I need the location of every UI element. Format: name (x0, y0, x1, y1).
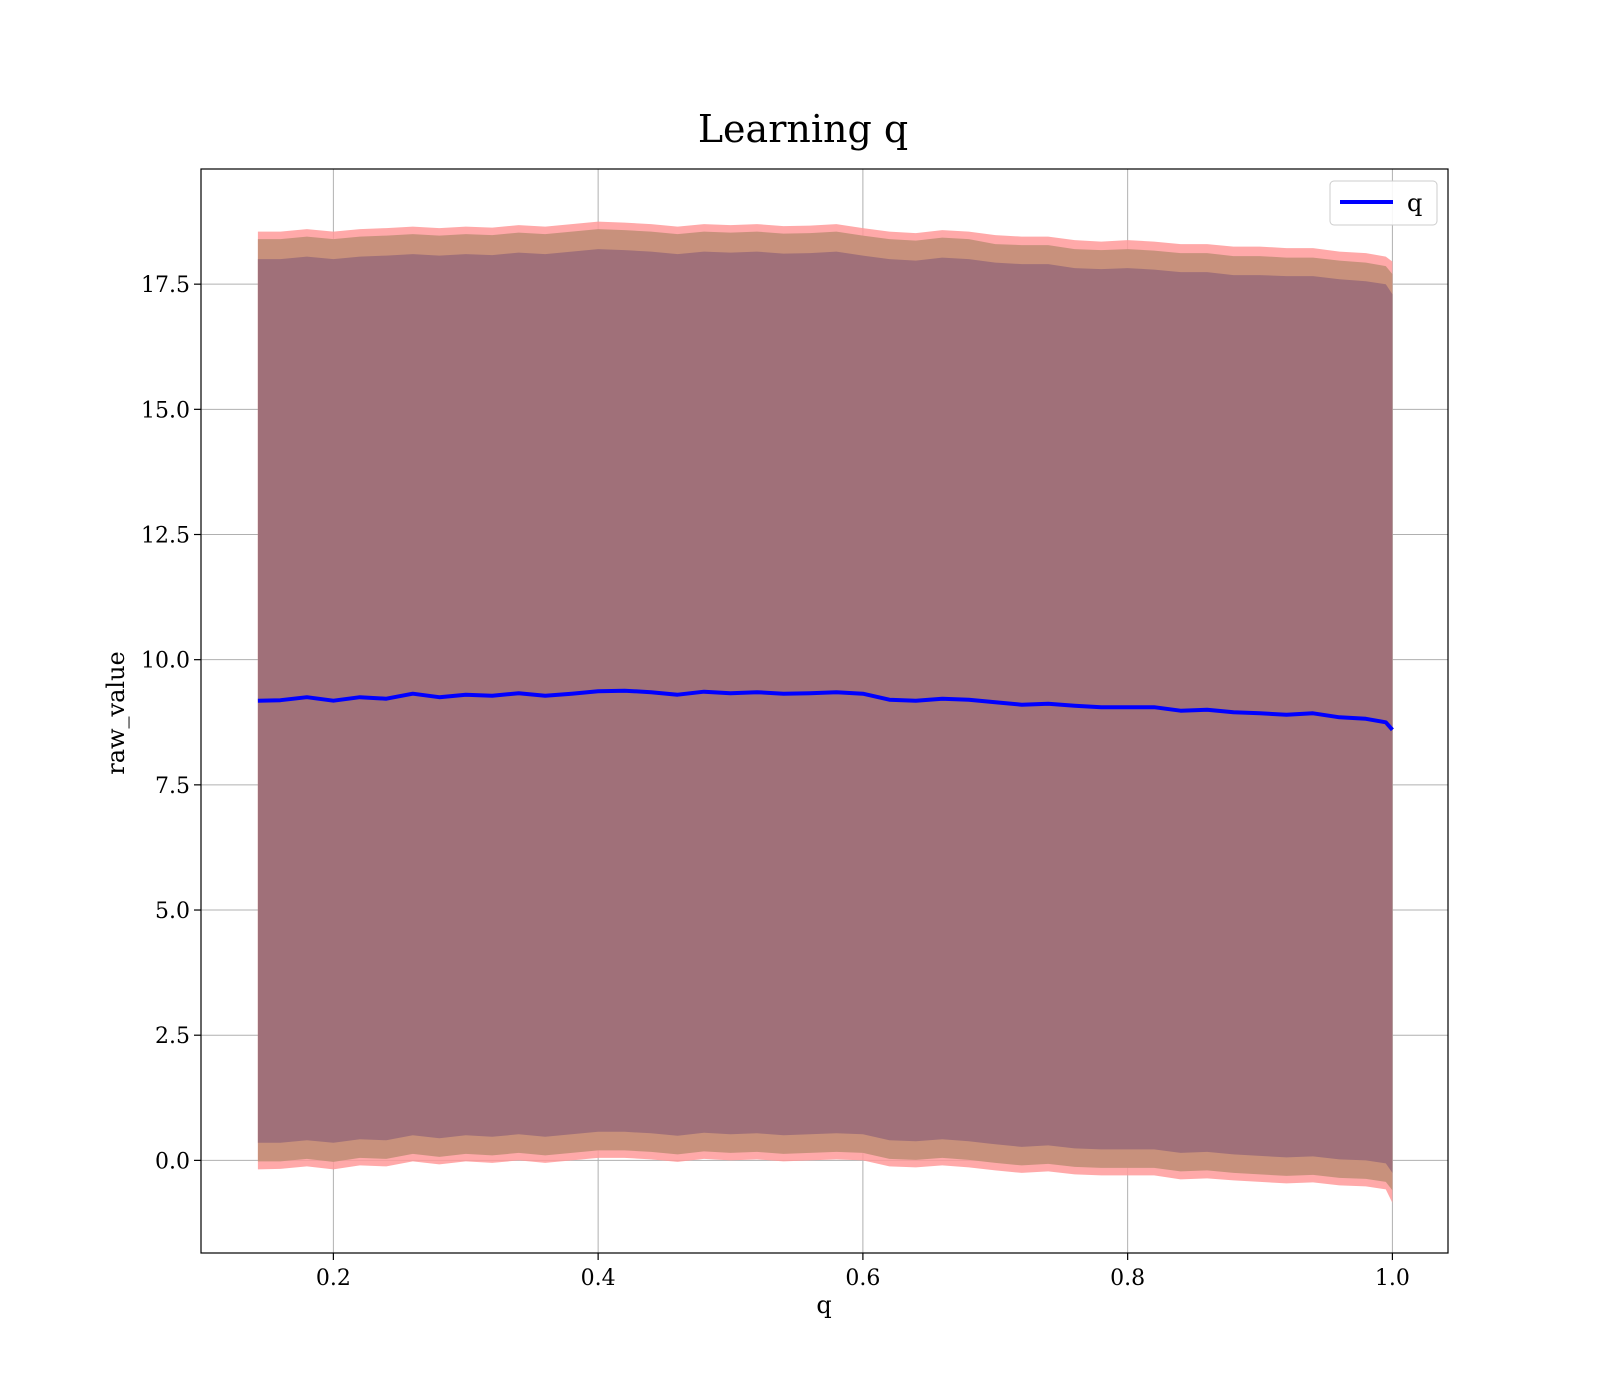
axes-frame (200, 168, 1449, 1254)
y-tick-label-2: 5.0 (155, 899, 190, 924)
plot-area: 0.2 0.4 0.6 0.8 1.0 0.0 2.5 5.0 7.5 10.0 12.5 15.0 1… (141, 168, 1449, 1291)
x-tick-label-1: 0.4 (581, 1266, 616, 1291)
y-tick-label-3: 7.5 (155, 774, 190, 799)
chart-title: Learning q (698, 107, 908, 151)
series-line-q (257, 688, 1394, 732)
y-tick-label-6: 15.0 (141, 398, 190, 423)
y-tick-label-4: 10.0 (141, 649, 190, 674)
x-axis-label: q (816, 1291, 831, 1319)
y-tick-label-1: 2.5 (155, 1024, 190, 1049)
x-tick-label-4: 1.0 (1375, 1266, 1410, 1291)
y-tick-label-0: 0.0 (155, 1149, 190, 1174)
x-tick-label-3: 0.8 (1110, 1266, 1145, 1291)
band-inner (257, 249, 1393, 1173)
legend-label-q: q (1407, 189, 1422, 217)
y-tick-label-5: 12.5 (141, 524, 190, 549)
x-tick-label-2: 0.6 (845, 1266, 880, 1291)
y-tick-label-7: 17.5 (141, 273, 190, 298)
y-axis-label: raw_value (102, 651, 130, 775)
x-tick-label-0: 0.2 (316, 1266, 351, 1291)
